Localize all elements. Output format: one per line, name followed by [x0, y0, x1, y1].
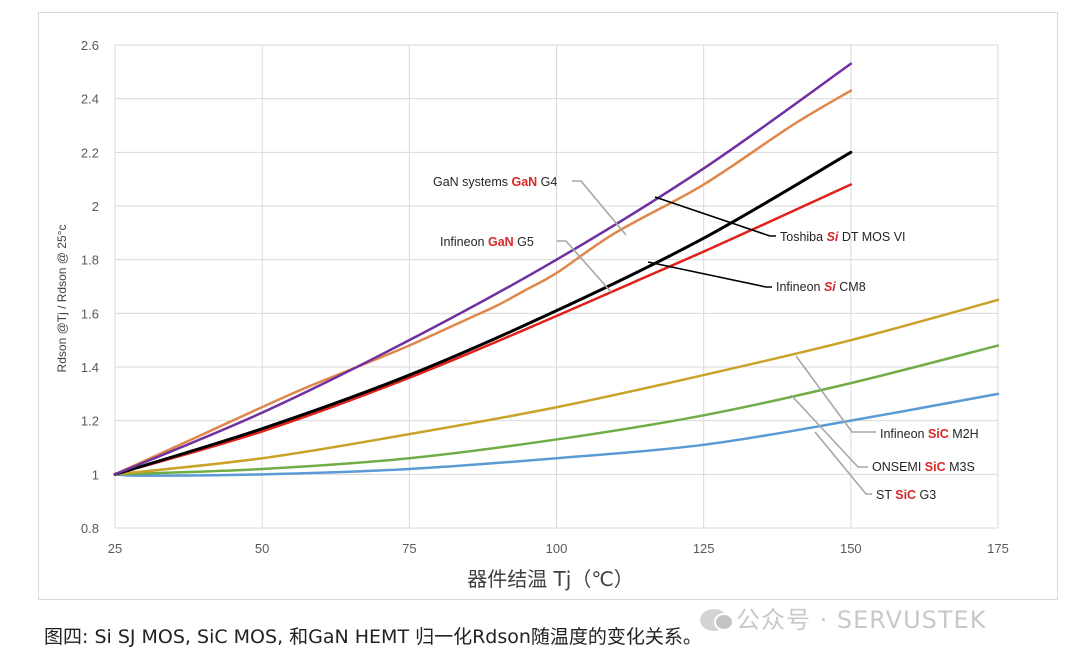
series-annotation-label: Infineon GaN G5: [440, 235, 534, 249]
y-tick-label: 1.4: [81, 360, 99, 375]
line-chart: GaN systems GaN G4 Infineon GaN G5 Toshiba…: [55, 38, 1009, 591]
annotation-suffix: M3S: [946, 460, 975, 474]
series-line-gan-systems-gan-g4: [113, 62, 853, 476]
annotation-prefix: Toshiba: [780, 230, 827, 244]
annotation-prefix: Infineon: [440, 235, 488, 249]
watermark-text: 公众号 · SERVUSTEK: [736, 606, 987, 634]
y-tick-label: 1.2: [81, 414, 99, 429]
chart-frame: [38, 12, 1058, 600]
series-line-toshiba-si-dt-mos-vi: [113, 150, 853, 476]
annotation-suffix: G4: [537, 175, 557, 189]
x-tick-label: 175: [987, 541, 1009, 556]
series-line-infineon-si-cm8: [113, 183, 853, 476]
series-line-st-sic-g3: [113, 392, 1000, 477]
y-tick-label: 1.8: [81, 253, 99, 268]
series-annotation-label: Infineon Si CM8: [776, 280, 866, 294]
annotation-prefix: ONSEMI: [872, 460, 925, 474]
x-axis-title: 器件结温 Tj（℃）: [467, 567, 634, 591]
axis-layer: 0.8 1 1.2 1.4 1.6 1.8 2 2.2 2.4 2.6 25 50 75 100 125 15…: [55, 38, 1009, 591]
wechat-icon: [700, 609, 734, 631]
series-line-infineon-gan-g5: [113, 89, 853, 476]
leader-line: [572, 180, 627, 236]
y-tick-label: 2.6: [81, 38, 99, 53]
annotation-prefix: GaN systems: [433, 175, 512, 189]
x-tick-label: 25: [108, 541, 122, 556]
x-tick-label: 150: [840, 541, 862, 556]
series-annotation-label: ONSEMI SiC M3S: [872, 460, 975, 474]
annotation-technology: Si: [824, 280, 836, 294]
y-tick-label: 2: [92, 199, 99, 214]
annotation-suffix: DT MOS VI: [838, 230, 905, 244]
x-tick-label: 125: [693, 541, 715, 556]
leader-line: [814, 431, 872, 495]
watermark: 公众号 · SERVUSTEK: [700, 600, 986, 635]
y-tick-label: 2.2: [81, 145, 99, 160]
y-tick-label: 1: [92, 467, 99, 482]
annotation-technology: Si: [827, 230, 839, 244]
annotation-technology: GaN: [512, 175, 538, 189]
series-line-onsemi-sic-m3s: [113, 344, 1000, 476]
annotation-prefix: Infineon: [880, 427, 928, 441]
leader-line: [557, 240, 612, 293]
annotation-suffix: M2H: [949, 427, 979, 441]
leader-line: [654, 196, 776, 237]
y-tick-label: 0.8: [81, 521, 99, 536]
x-tick-label: 100: [546, 541, 568, 556]
series-annotation-label: Toshiba Si DT MOS VI: [780, 230, 906, 244]
leader-line: [647, 261, 772, 288]
x-tick-label: 75: [402, 541, 416, 556]
series-layer: [113, 62, 1000, 477]
leader-line: [795, 355, 876, 433]
series-annotation-label: GaN systems GaN G4: [433, 175, 557, 189]
annotation-technology: SiC: [895, 488, 916, 502]
label-layer: GaN systems GaN G4 Infineon GaN G5 Toshiba…: [433, 175, 979, 502]
annotation-suffix: CM8: [836, 280, 866, 294]
series-annotation-label: Infineon SiC M2H: [880, 427, 979, 441]
annotation-suffix: G3: [916, 488, 936, 502]
annotation-technology: SiC: [928, 427, 949, 441]
y-axis-title: Rdson @Tj / Rdson @ 25°c: [55, 225, 69, 373]
leader-layer: [557, 180, 876, 495]
y-tick-label: 1.6: [81, 306, 99, 321]
leader-line: [790, 394, 868, 468]
annotation-technology: SiC: [925, 460, 946, 474]
y-tick-label: 2.4: [81, 92, 99, 107]
annotation-suffix: G5: [514, 235, 534, 249]
annotation-prefix: Infineon: [776, 280, 824, 294]
figure-caption: 图四: Si SJ MOS, SiC MOS, 和GaN HEMT 归一化Rds…: [44, 626, 702, 648]
annotation-technology: GaN: [488, 235, 514, 249]
x-tick-label: 50: [255, 541, 269, 556]
annotation-prefix: ST: [876, 488, 895, 502]
series-line-infineon-sic-m2h: [113, 298, 1000, 476]
series-annotation-label: ST SiC G3: [876, 488, 936, 502]
